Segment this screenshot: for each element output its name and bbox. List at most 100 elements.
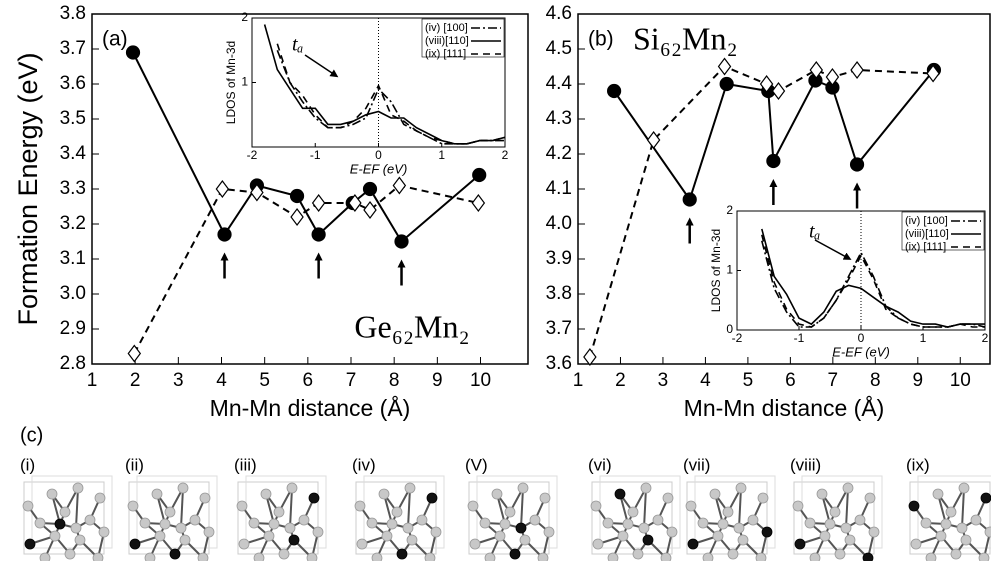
atom bbox=[829, 506, 841, 518]
y-axis-label: Formation Energy (eV) bbox=[13, 52, 43, 325]
legend-label: (viii)[110] bbox=[905, 228, 949, 240]
data-point bbox=[682, 192, 697, 207]
atom bbox=[484, 552, 496, 564]
atom bbox=[59, 506, 71, 518]
atom bbox=[298, 514, 310, 526]
y-tick-label: 4.6 bbox=[546, 3, 572, 24]
atom bbox=[737, 534, 749, 546]
structure-label: (viii) bbox=[790, 455, 821, 474]
atom bbox=[539, 492, 551, 504]
atom bbox=[685, 500, 697, 512]
atom bbox=[278, 548, 290, 560]
atom bbox=[371, 552, 383, 564]
x-axis-label: E-EF (eV) bbox=[832, 344, 890, 359]
atom bbox=[504, 506, 516, 518]
atom bbox=[970, 514, 982, 526]
data-point bbox=[766, 153, 781, 169]
y-tick-label: 4.3 bbox=[546, 108, 572, 129]
atom bbox=[920, 517, 932, 529]
atom bbox=[499, 518, 511, 530]
y-tick-label: 3.6 bbox=[546, 353, 572, 374]
structure-label: (V) bbox=[465, 455, 488, 474]
y-axis-label: LDOS of Mn-3d bbox=[224, 41, 238, 124]
atom bbox=[179, 534, 191, 546]
series-line bbox=[761, 234, 985, 328]
atom bbox=[169, 548, 181, 560]
legend-label: (ix) [111] bbox=[905, 241, 946, 253]
atom bbox=[94, 492, 106, 504]
series-line bbox=[263, 24, 506, 145]
x-tick-label: -2 bbox=[247, 148, 258, 162]
atom bbox=[39, 552, 51, 564]
atom bbox=[517, 482, 529, 494]
atom bbox=[984, 526, 991, 538]
data-point bbox=[363, 201, 377, 219]
x-tick-label: 1 bbox=[438, 148, 445, 162]
x-tick-label: 8 bbox=[870, 370, 881, 391]
atom bbox=[702, 552, 714, 564]
y-tick-label: 3.9 bbox=[546, 248, 572, 269]
atom bbox=[519, 534, 531, 546]
bond bbox=[180, 487, 184, 529]
atom bbox=[22, 500, 34, 512]
x-tick-label: 10 bbox=[950, 370, 971, 391]
y-tick-label: 3.6 bbox=[60, 73, 86, 94]
atom bbox=[640, 482, 652, 494]
structure-label: (ii) bbox=[125, 455, 144, 474]
x-tick-label: 1 bbox=[87, 370, 98, 391]
y-tick-label: 4.5 bbox=[546, 38, 572, 59]
atom bbox=[862, 552, 874, 564]
data-point bbox=[607, 83, 622, 99]
atom bbox=[175, 522, 187, 534]
atom bbox=[306, 552, 318, 564]
legend-label: (viii)[110] bbox=[425, 35, 469, 47]
atom bbox=[840, 522, 852, 534]
atom bbox=[666, 526, 678, 538]
atom bbox=[98, 526, 110, 538]
atom bbox=[543, 526, 555, 538]
data-point bbox=[311, 227, 326, 242]
atom bbox=[662, 492, 674, 504]
atom bbox=[154, 530, 166, 542]
data-point bbox=[217, 227, 232, 242]
atom bbox=[932, 488, 944, 500]
atom bbox=[199, 492, 211, 504]
atom bbox=[602, 517, 614, 529]
unit-cell bbox=[793, 481, 875, 555]
data-point bbox=[646, 131, 661, 149]
annotation-arrow bbox=[304, 54, 339, 78]
atom bbox=[46, 488, 58, 500]
unit-cell bbox=[686, 481, 768, 555]
atom bbox=[70, 522, 82, 534]
atom bbox=[819, 530, 831, 542]
unit-cell bbox=[245, 475, 327, 549]
unit-cell bbox=[476, 475, 558, 549]
atom bbox=[960, 534, 972, 546]
x-tick-label: -1 bbox=[310, 148, 321, 162]
data-point bbox=[125, 45, 141, 60]
atom bbox=[792, 500, 804, 512]
atom bbox=[590, 500, 602, 512]
y-tick-label: 3.7 bbox=[60, 38, 86, 59]
atom bbox=[755, 552, 767, 564]
atom bbox=[164, 506, 176, 518]
atom bbox=[638, 522, 650, 534]
atom bbox=[910, 538, 922, 550]
y-tick-label: 3.8 bbox=[60, 3, 86, 24]
atom bbox=[747, 514, 759, 526]
atom bbox=[509, 548, 521, 560]
x-tick-label: 9 bbox=[432, 370, 443, 391]
atom bbox=[515, 522, 527, 534]
y-tick-label: 3.5 bbox=[60, 108, 86, 129]
data-point bbox=[394, 234, 409, 249]
atom bbox=[727, 548, 739, 560]
atom bbox=[717, 518, 729, 530]
data-point bbox=[311, 194, 326, 212]
unit-cell bbox=[355, 481, 437, 555]
data-point bbox=[348, 194, 362, 212]
data-point bbox=[472, 167, 487, 183]
atom bbox=[424, 552, 436, 564]
atom bbox=[260, 488, 272, 500]
structure-label: (vi) bbox=[588, 455, 612, 474]
atom bbox=[844, 534, 856, 546]
